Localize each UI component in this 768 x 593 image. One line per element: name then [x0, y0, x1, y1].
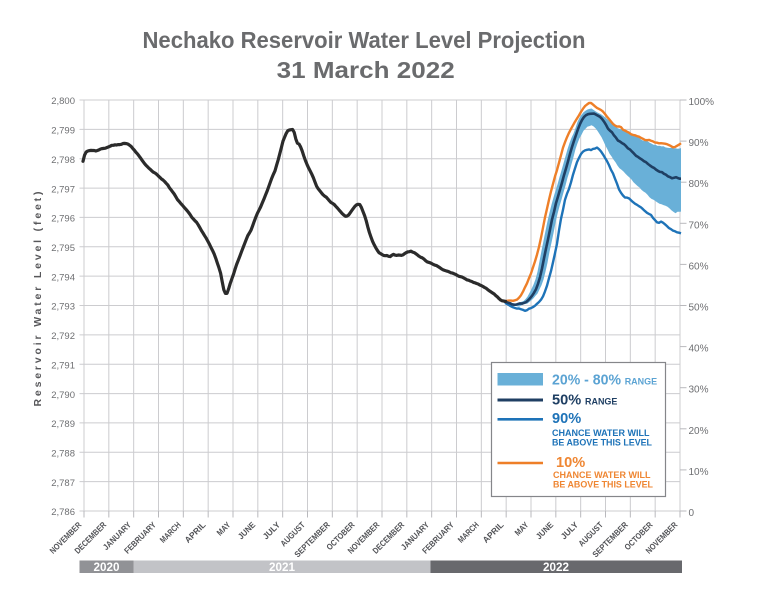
svg-text:2,800: 2,800 — [51, 96, 75, 107]
svg-text:30%: 30% — [689, 385, 709, 396]
svg-text:2,798: 2,798 — [51, 155, 75, 166]
svg-text:2,787: 2,787 — [51, 478, 75, 489]
svg-text:70%: 70% — [689, 220, 709, 231]
svg-text:2,793: 2,793 — [51, 302, 75, 313]
svg-text:2,790: 2,790 — [51, 390, 75, 401]
svg-text:2,795: 2,795 — [51, 243, 75, 254]
svg-text:80%: 80% — [689, 179, 709, 190]
svg-text:2,791: 2,791 — [51, 360, 75, 371]
svg-text:CHANCE WATER WILL: CHANCE WATER WILL — [552, 428, 650, 439]
svg-text:10%: 10% — [689, 467, 709, 478]
svg-text:RANGE: RANGE — [585, 397, 617, 408]
svg-text:31 March 2022: 31 March 2022 — [277, 57, 455, 83]
svg-text:BE ABOVE THIS LEVEL: BE ABOVE THIS LEVEL — [553, 480, 653, 491]
svg-text:2,794: 2,794 — [51, 272, 75, 283]
svg-text:100%: 100% — [689, 97, 715, 108]
svg-text:60%: 60% — [689, 261, 709, 272]
svg-text:2021: 2021 — [269, 560, 295, 574]
svg-text:2,799: 2,799 — [51, 126, 75, 137]
svg-text:Reservoir Water Level (feet): Reservoir Water Level (feet) — [32, 192, 44, 407]
svg-text:BE ABOVE THIS LEVEL: BE ABOVE THIS LEVEL — [552, 437, 652, 448]
svg-text:20% - 80%: 20% - 80% — [552, 373, 621, 389]
svg-text:2022: 2022 — [543, 560, 569, 574]
svg-text:20%: 20% — [689, 426, 709, 437]
svg-text:2,797: 2,797 — [51, 184, 75, 195]
svg-text:CHANCE WATER WILL: CHANCE WATER WILL — [553, 470, 651, 481]
svg-text:RANGE: RANGE — [625, 377, 657, 388]
svg-text:90%: 90% — [552, 411, 581, 427]
svg-text:40%: 40% — [689, 344, 709, 355]
svg-text:2,786: 2,786 — [51, 507, 75, 518]
svg-text:2,796: 2,796 — [51, 214, 75, 225]
svg-text:0: 0 — [689, 508, 695, 519]
svg-text:2,792: 2,792 — [51, 331, 75, 342]
svg-text:90%: 90% — [689, 138, 709, 149]
svg-text:50%: 50% — [552, 393, 581, 409]
svg-text:10%: 10% — [556, 455, 585, 471]
svg-text:50%: 50% — [689, 303, 709, 314]
svg-text:2020: 2020 — [94, 560, 120, 574]
svg-text:2,788: 2,788 — [51, 449, 75, 460]
svg-text:2,789: 2,789 — [51, 419, 75, 430]
svg-text:Nechako Reservoir Water Level: Nechako Reservoir Water Level Projection — [143, 27, 586, 53]
